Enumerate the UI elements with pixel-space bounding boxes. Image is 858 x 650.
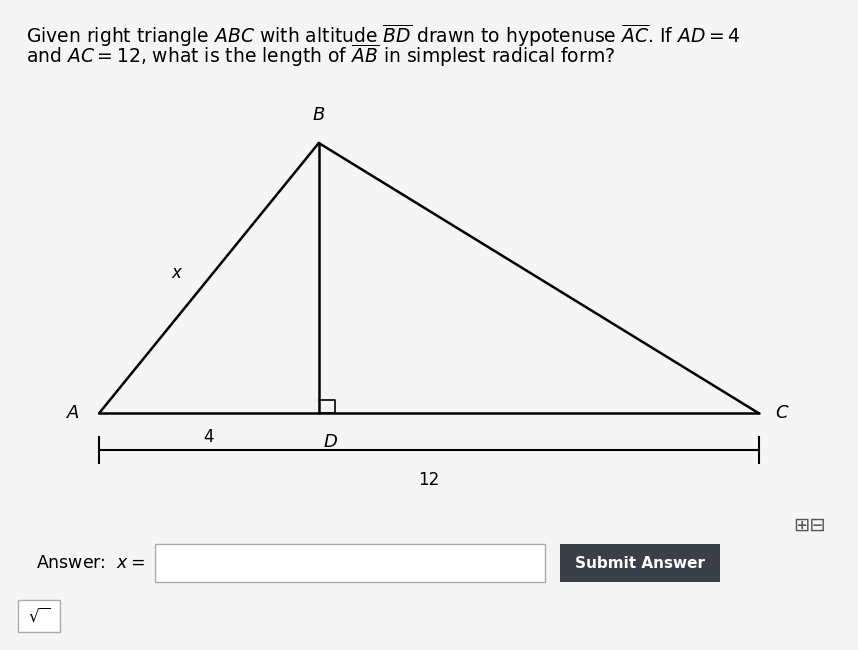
FancyBboxPatch shape: [560, 544, 720, 582]
Text: Submit Answer: Submit Answer: [575, 556, 705, 571]
Text: D: D: [323, 433, 337, 451]
Text: A: A: [67, 404, 79, 422]
Text: C: C: [776, 404, 789, 422]
Text: Given right triangle $ABC$ with altitude $\overline{BD}$ drawn to hypotenuse $\o: Given right triangle $ABC$ with altitude…: [26, 23, 740, 49]
Text: 4: 4: [203, 428, 214, 446]
Text: $\sqrt{\ }$: $\sqrt{\ }$: [28, 606, 50, 625]
Text: x: x: [171, 264, 181, 282]
Text: and $AC = 12$, what is the length of $\overline{AB}$ in simplest radical form?: and $AC = 12$, what is the length of $\o…: [26, 42, 615, 69]
Text: ⊞⊟: ⊞⊟: [794, 515, 826, 534]
Text: Answer:  $x =$: Answer: $x =$: [36, 554, 145, 572]
Text: 12: 12: [419, 471, 439, 489]
FancyBboxPatch shape: [18, 600, 60, 632]
FancyBboxPatch shape: [155, 544, 545, 582]
Text: B: B: [312, 105, 325, 124]
